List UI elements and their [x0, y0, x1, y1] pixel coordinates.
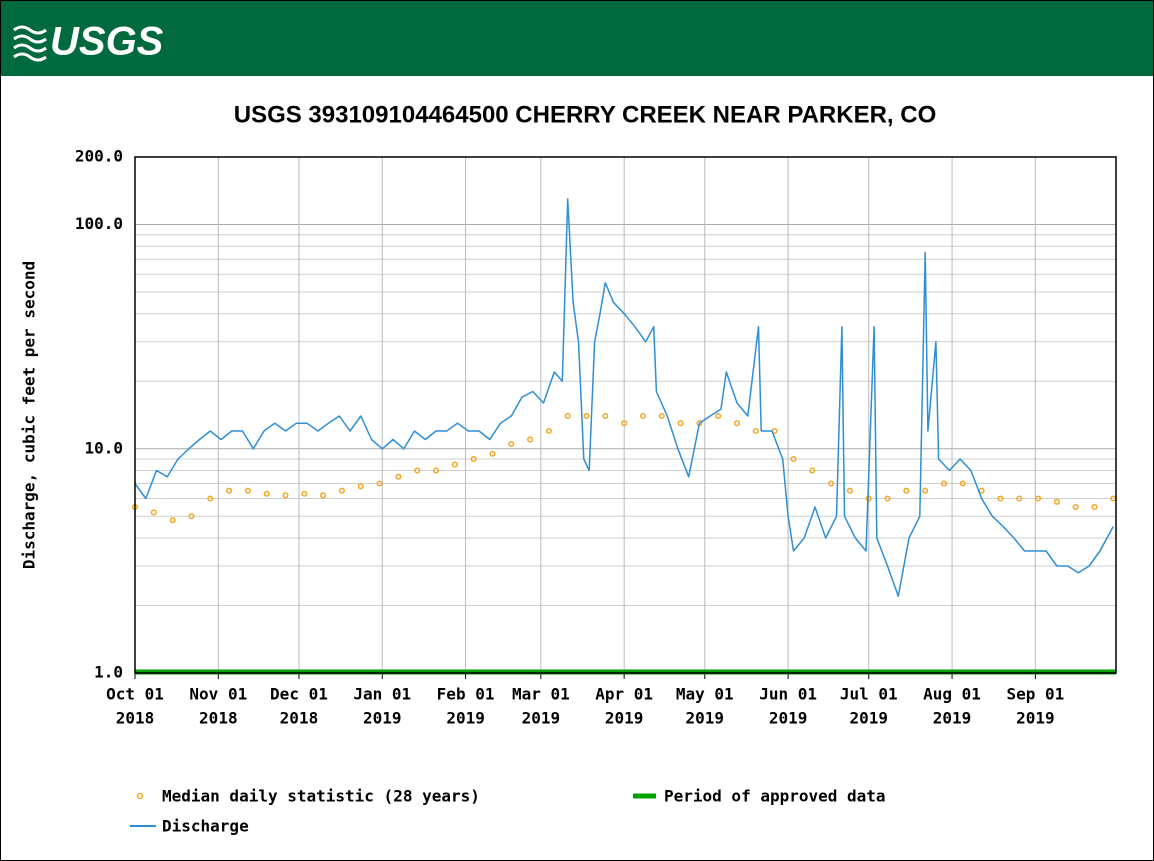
x-tick-label: 2019: [1016, 709, 1055, 728]
x-tick-label: 2018: [116, 709, 155, 728]
median-point: [1035, 495, 1042, 502]
x-tick-label: 2019: [446, 709, 485, 728]
x-tick-label: 2019: [605, 709, 644, 728]
median-point: [527, 436, 534, 443]
median-point: [451, 461, 458, 468]
x-tick-label: Dec 01: [270, 685, 328, 704]
logo: USGS: [50, 20, 164, 64]
x-tick-label: May 01: [676, 685, 734, 704]
x-tick-label: 2018: [280, 709, 319, 728]
median-point: [414, 467, 421, 474]
median-point: [658, 412, 665, 420]
x-tick-label: 2019: [849, 709, 888, 728]
median-point: [1053, 498, 1060, 505]
median-point: [828, 480, 835, 487]
x-tick-label: 2019: [933, 709, 972, 728]
median-point: [922, 487, 929, 494]
median-point: [564, 412, 571, 420]
x-tick-label: Feb 01: [437, 685, 495, 704]
legend-label: Discharge: [162, 817, 249, 836]
median-point: [545, 427, 552, 435]
median-point: [846, 487, 853, 494]
median-point: [470, 455, 477, 463]
x-tick-label: Nov 01: [189, 685, 247, 704]
median-point: [244, 487, 251, 494]
median-point: [1091, 503, 1098, 511]
x-tick-label: Jun 01: [759, 685, 817, 704]
median-point: [865, 495, 872, 502]
median-point: [621, 420, 628, 427]
y-tick-label: 1.0: [94, 663, 123, 682]
median-point: [677, 420, 684, 427]
median-point: [489, 450, 496, 457]
x-tick-label: Jan 01: [353, 685, 411, 704]
median-point: [997, 495, 1004, 502]
discharge-line: [134, 198, 1114, 597]
chart-title: USGS 393109104464500 CHERRY CREEK NEAR P…: [234, 101, 937, 128]
median-point: [150, 509, 157, 516]
median-point: [809, 467, 816, 474]
header-bar: [1, 1, 1153, 76]
median-point: [639, 412, 647, 420]
median-point: [188, 513, 195, 520]
y-tick-label: 10.0: [84, 438, 123, 457]
logo-waves: [13, 25, 47, 62]
median-point: [432, 467, 440, 474]
median-point: [357, 483, 364, 490]
legend-label: Period of approved data: [664, 787, 886, 806]
x-tick-label: Mar 01: [512, 685, 570, 704]
x-tick-label: Sep 01: [1006, 685, 1064, 704]
median-point: [320, 492, 327, 499]
x-tick-label: 2019: [363, 709, 402, 728]
median-point: [752, 427, 759, 435]
x-tick-label: Oct 01: [106, 685, 164, 704]
legend-marker: [136, 792, 144, 800]
median-point: [338, 487, 346, 494]
legend: Median daily statistic (28 years) Period…: [130, 787, 886, 836]
y-tick-label: 200.0: [75, 147, 123, 166]
median-point: [903, 487, 910, 494]
x-tick-label: 2018: [199, 709, 238, 728]
median-point: [790, 455, 797, 463]
median-point: [715, 412, 722, 420]
median-point: [207, 495, 214, 502]
plot: 1.0 10.0 100.0 200.0 Oct 01 2018 Nov 01 2018 Dec…: [75, 147, 1117, 728]
median-point: [301, 490, 308, 497]
x-tick-label: Jul 01: [840, 685, 898, 704]
legend-label: Median daily statistic (28 years): [162, 787, 480, 806]
x-tick-label: 2019: [686, 709, 725, 728]
median-point: [169, 517, 176, 524]
x-tick-label: Aug 01: [923, 685, 981, 704]
median-point: [940, 480, 948, 487]
median-point: [226, 487, 233, 494]
median-point: [1016, 495, 1023, 502]
median-point: [282, 492, 289, 499]
x-tick-label: Apr 01: [595, 685, 653, 704]
y-tick-label: 100.0: [75, 214, 123, 233]
median-point: [395, 473, 402, 480]
median-point: [959, 480, 966, 487]
median-point: [376, 480, 383, 487]
median-point: [263, 490, 270, 497]
median-point: [602, 412, 609, 420]
plot-frame: [134, 156, 1117, 674]
x-tick-label: 2019: [522, 709, 561, 728]
y-axis-label: Discharge, cubic feet per second: [20, 261, 39, 569]
median-point: [1072, 503, 1079, 511]
median-point: [884, 495, 891, 502]
x-tick-label: 2019: [769, 709, 808, 728]
median-point: [508, 440, 515, 448]
median-point: [583, 412, 590, 420]
median-point: [733, 420, 741, 427]
